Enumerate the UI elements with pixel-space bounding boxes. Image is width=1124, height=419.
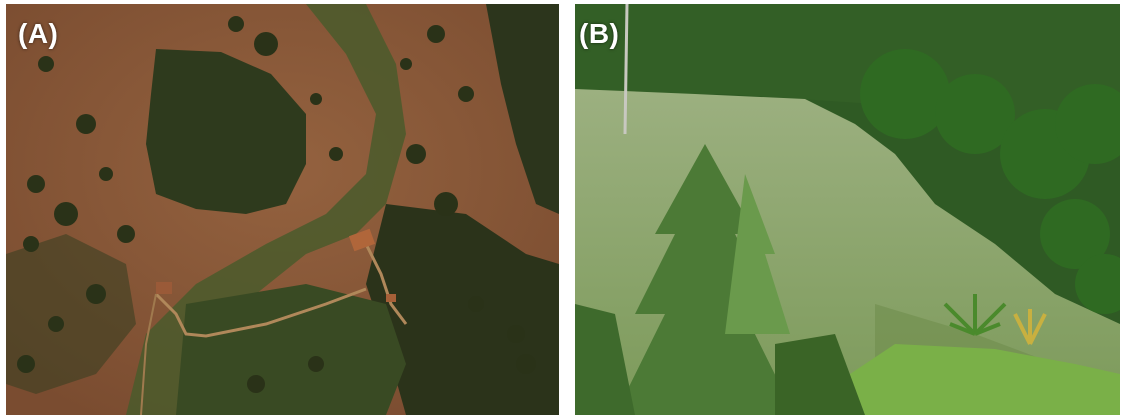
landscape-photo-panel: (B) xyxy=(575,4,1120,415)
panel-b-label: (B) xyxy=(579,18,620,49)
landscape-photo xyxy=(575,4,1120,415)
aerial-photo-panel: (A) xyxy=(6,4,559,415)
aerial-photo xyxy=(6,4,559,415)
panel-a-label: (A) xyxy=(18,18,59,49)
